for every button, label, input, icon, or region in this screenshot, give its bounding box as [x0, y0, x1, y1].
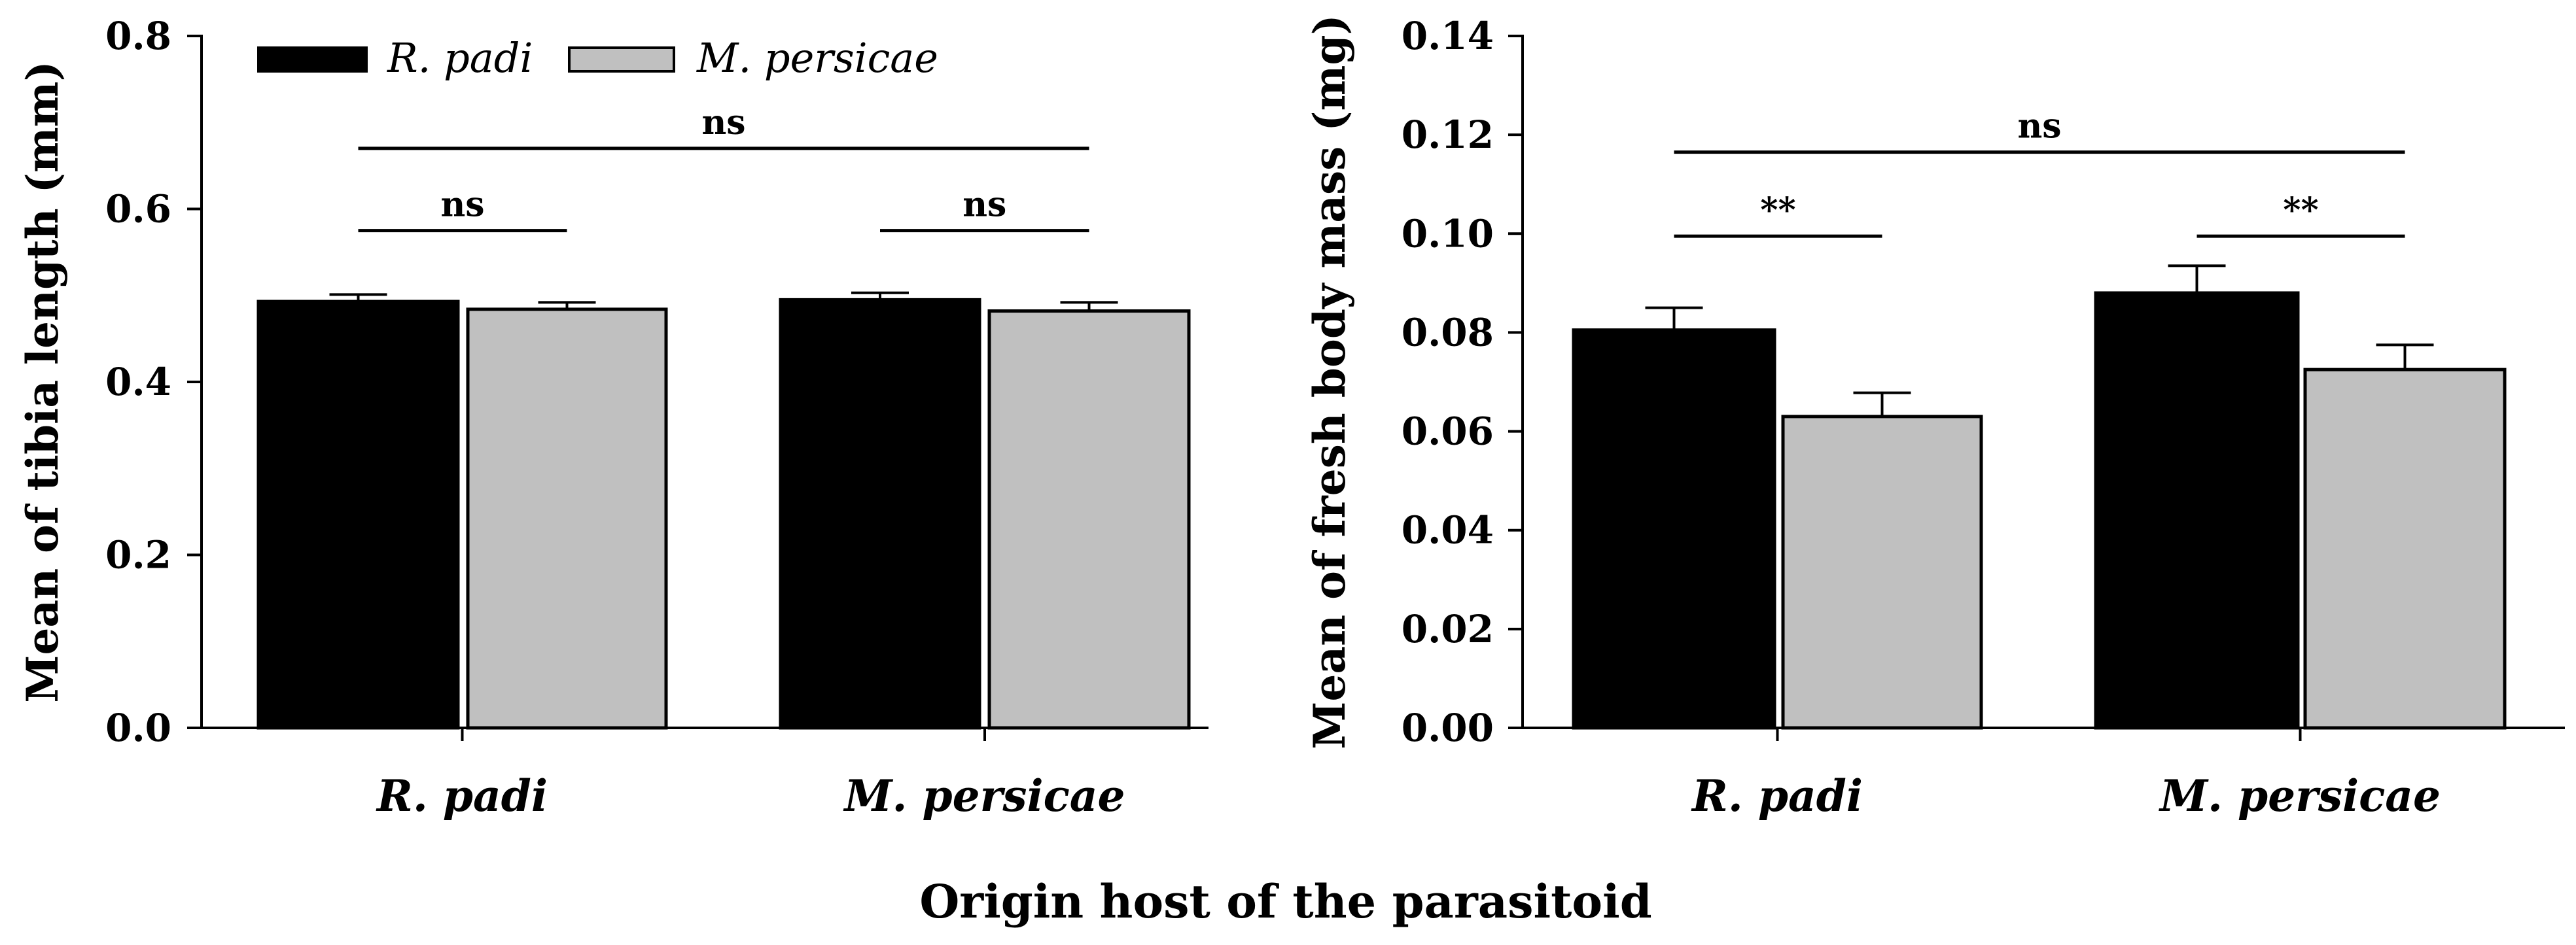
shared-x-axis-label: Origin host of the parasitoid	[919, 874, 1651, 929]
significance-label: ns	[2017, 107, 2061, 146]
y-tick-label: 0.14	[1402, 14, 1494, 58]
body-mass-chart: 0.00 0.02 0.04 0.06 0.08 0.10 0.12 0.14 Mean of …	[1304, 14, 2565, 821]
y-tick-label: 0.6	[105, 187, 171, 232]
legend-label-r-padi: R. padi	[387, 34, 533, 82]
bar-r-padi-m-persicae	[466, 307, 668, 730]
y-tick-label: 0.2	[105, 533, 171, 577]
y-tick-label: 0.08	[1402, 310, 1494, 354]
bar-m-persicae-r-padi	[2094, 291, 2300, 730]
legend-label-m-persicae: M. persicae	[696, 34, 938, 82]
bar-m-persicae-m-persicae	[2303, 368, 2507, 730]
significance-label: **	[1760, 190, 1795, 230]
significance-label: ns	[701, 103, 745, 143]
y-tick-label: 0.8	[105, 14, 171, 58]
y-tick-label: 0.02	[1402, 607, 1494, 651]
y-axis-label: Mean of fresh body mass (mg)	[1304, 14, 1355, 749]
x-category-label-r-padi: R. padi	[1691, 770, 1863, 821]
legend: R. padi M. persicae	[257, 34, 938, 82]
y-tick-label: 0.12	[1402, 112, 1494, 157]
y-tick-label: 0.00	[1402, 706, 1494, 750]
significance-label: **	[2283, 190, 2318, 230]
significance-label: ns	[962, 185, 1006, 225]
bar-r-padi-m-persicae	[1781, 415, 1983, 730]
x-category-label-m-persicae: M. persicae	[843, 770, 1125, 821]
significance-label: ns	[440, 185, 484, 225]
y-tick-label: 0.0	[105, 706, 171, 750]
y-axis-label: Mean of tibia length (mm)	[17, 61, 68, 702]
tibia-length-chart: 0.0 0.2 0.4 0.6 0.8 Mean of tibia length (mm)…	[17, 14, 1209, 821]
y-tick-label: 0.04	[1402, 508, 1494, 553]
y-tick-label: 0.4	[105, 360, 171, 404]
bar-r-padi-r-padi	[256, 300, 460, 730]
x-category-label-m-persicae: M. persicae	[2159, 770, 2441, 821]
legend-swatch-m-persicae	[568, 46, 675, 73]
y-tick-label: 0.06	[1402, 409, 1494, 454]
y-tick-label: 0.10	[1402, 211, 1494, 256]
bar-m-persicae-r-padi	[779, 298, 981, 730]
x-category-label-r-padi: R. padi	[376, 770, 548, 821]
legend-swatch-r-padi	[257, 46, 368, 73]
bar-r-padi-r-padi	[1572, 328, 1776, 730]
bar-m-persicae-m-persicae	[987, 309, 1191, 730]
